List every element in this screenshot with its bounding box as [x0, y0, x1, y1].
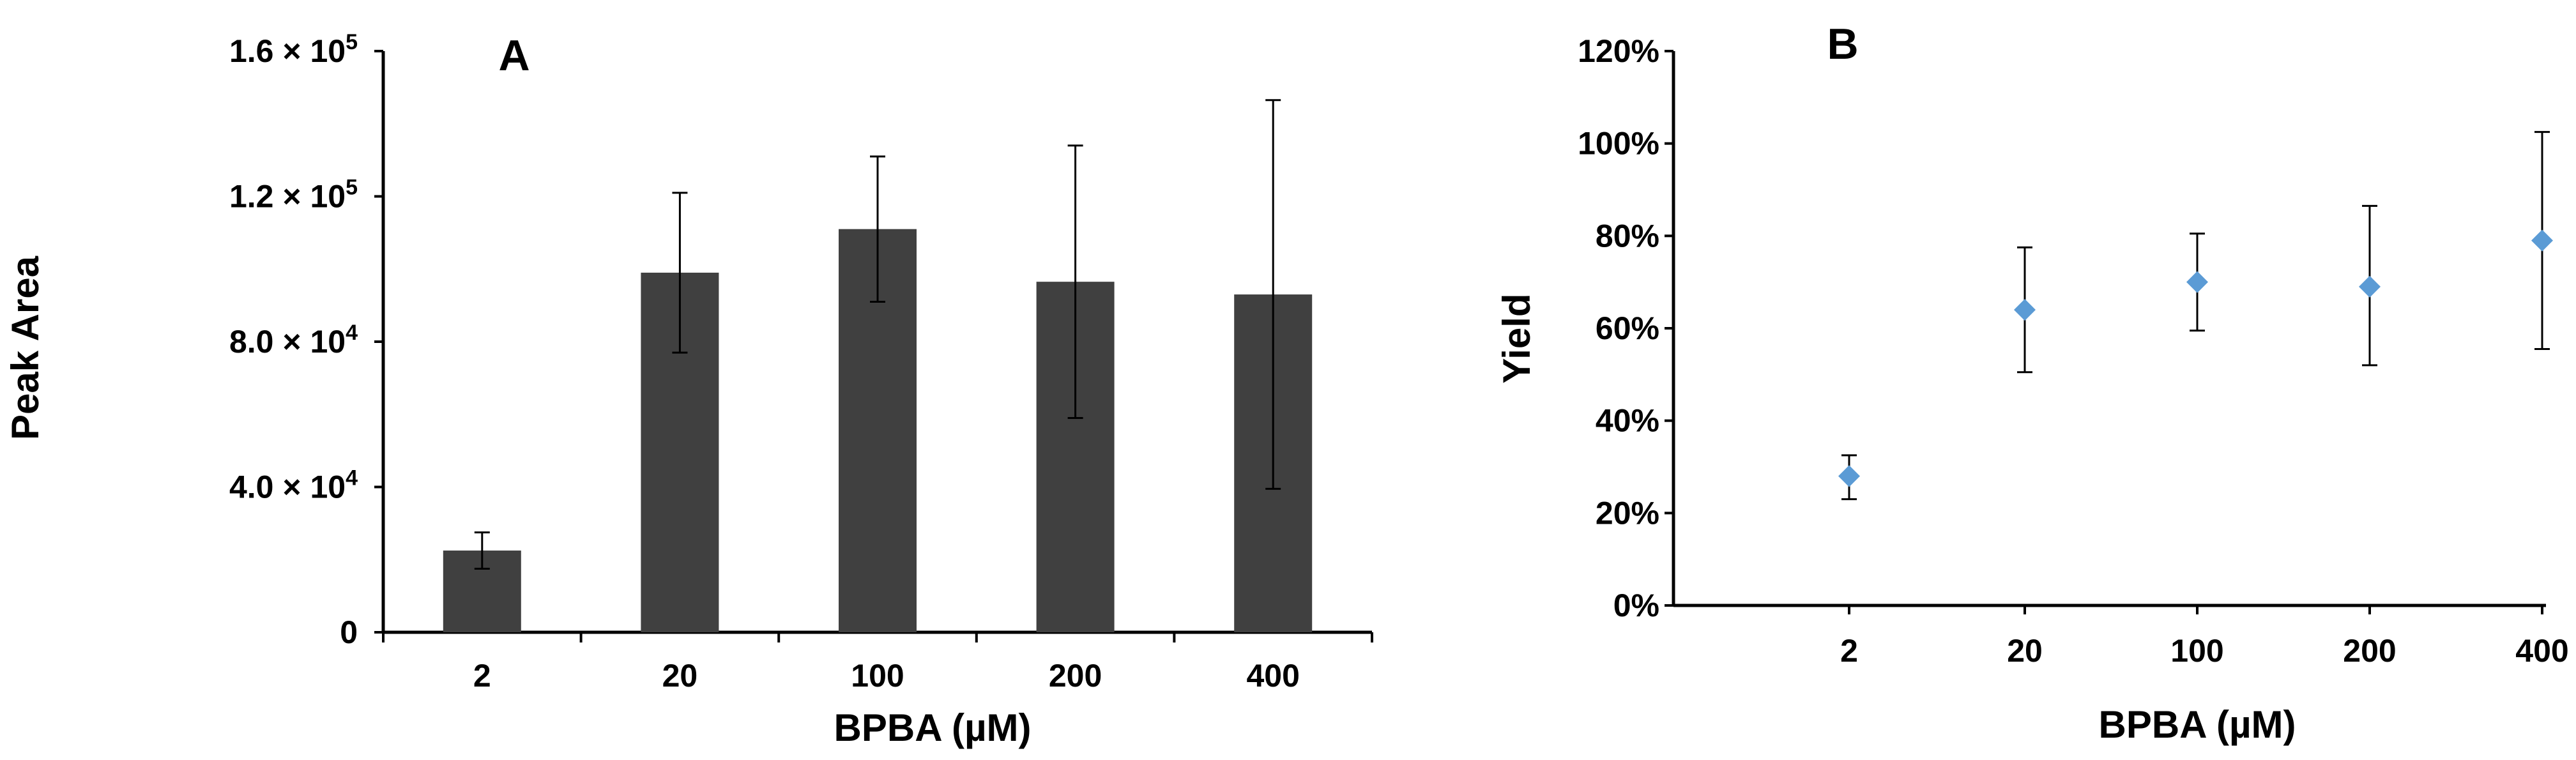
panel-a-y-tick-label: 0 — [340, 614, 358, 650]
panel-b-point — [2531, 229, 2553, 252]
panel-b-point — [2359, 275, 2381, 298]
panel-a-y-ticks: 0 4.0 × 104 8.0 × 104 1.2 × 105 1.6 × 105 — [229, 30, 383, 650]
panel-a-xlabel: BPBA (µM) — [834, 706, 1032, 749]
panel-b-y-ticks: 0% 20% 40% 60% 80% 100% 120% — [1578, 33, 1673, 623]
panel-b-y-tick-label: 60% — [1596, 310, 1659, 346]
panel-b-title: B — [1827, 20, 1858, 68]
panel-b-x-tick-label: 20 — [2007, 633, 2043, 669]
panel-b-points — [1838, 131, 2553, 501]
panel-b-point — [2186, 271, 2208, 293]
panel-b-y-tick-label: 100% — [1578, 126, 1659, 162]
panel-b-x-tick-label: 400 — [2515, 633, 2568, 669]
panel-a-x-tick-label: 2 — [473, 658, 491, 694]
panel-b-ylabel: Yield — [1495, 293, 1538, 383]
panel-b-x-tick-label: 2 — [1840, 633, 1858, 669]
panel-a-x-ticks: 2 20 100 200 400 — [382, 632, 1373, 694]
panel-b-y-tick-label: 40% — [1596, 403, 1659, 439]
panel-b: B Yield BPBA (µM) 0% 20% 40% 60% 80% 100% 120%… — [1495, 20, 2569, 746]
panel-a-title: A — [498, 31, 530, 80]
panel-a-y-tick-label: 1.6 × 105 — [229, 30, 358, 69]
panel-a-bars — [443, 99, 1313, 632]
panel-b-y-tick-label: 80% — [1596, 218, 1659, 254]
panel-a-y-tick-label: 8.0 × 104 — [229, 321, 358, 360]
panel-a-ylabel: Peak Area — [4, 255, 47, 440]
panel-a-x-tick-label: 20 — [662, 658, 698, 694]
panel-b-y-tick-label: 0% — [1613, 588, 1659, 623]
panel-b-point — [1838, 465, 1860, 487]
panel-b-point — [2014, 299, 2036, 321]
panel-a-x-tick-label: 200 — [1049, 658, 1102, 694]
panel-b-y-tick-label: 20% — [1596, 495, 1659, 531]
panel-a: A Peak Area BPBA (µM) 0 4.0 × 104 8.0 × 10… — [4, 30, 1373, 749]
panel-a-y-tick-label: 4.0 × 104 — [229, 466, 358, 505]
panel-b-x-ticks: 2 20 100 200 400 — [1840, 605, 2569, 669]
panel-b-x-tick-label: 100 — [2170, 633, 2223, 669]
panel-a-x-tick-label: 400 — [1246, 658, 1299, 694]
panel-b-y-tick-label: 120% — [1578, 33, 1659, 69]
panel-b-xlabel: BPBA (µM) — [2099, 703, 2296, 746]
panel-b-x-tick-label: 200 — [2343, 633, 2396, 669]
panel-a-x-tick-label: 100 — [851, 658, 904, 694]
panel-a-y-tick-label: 1.2 × 105 — [229, 176, 358, 215]
